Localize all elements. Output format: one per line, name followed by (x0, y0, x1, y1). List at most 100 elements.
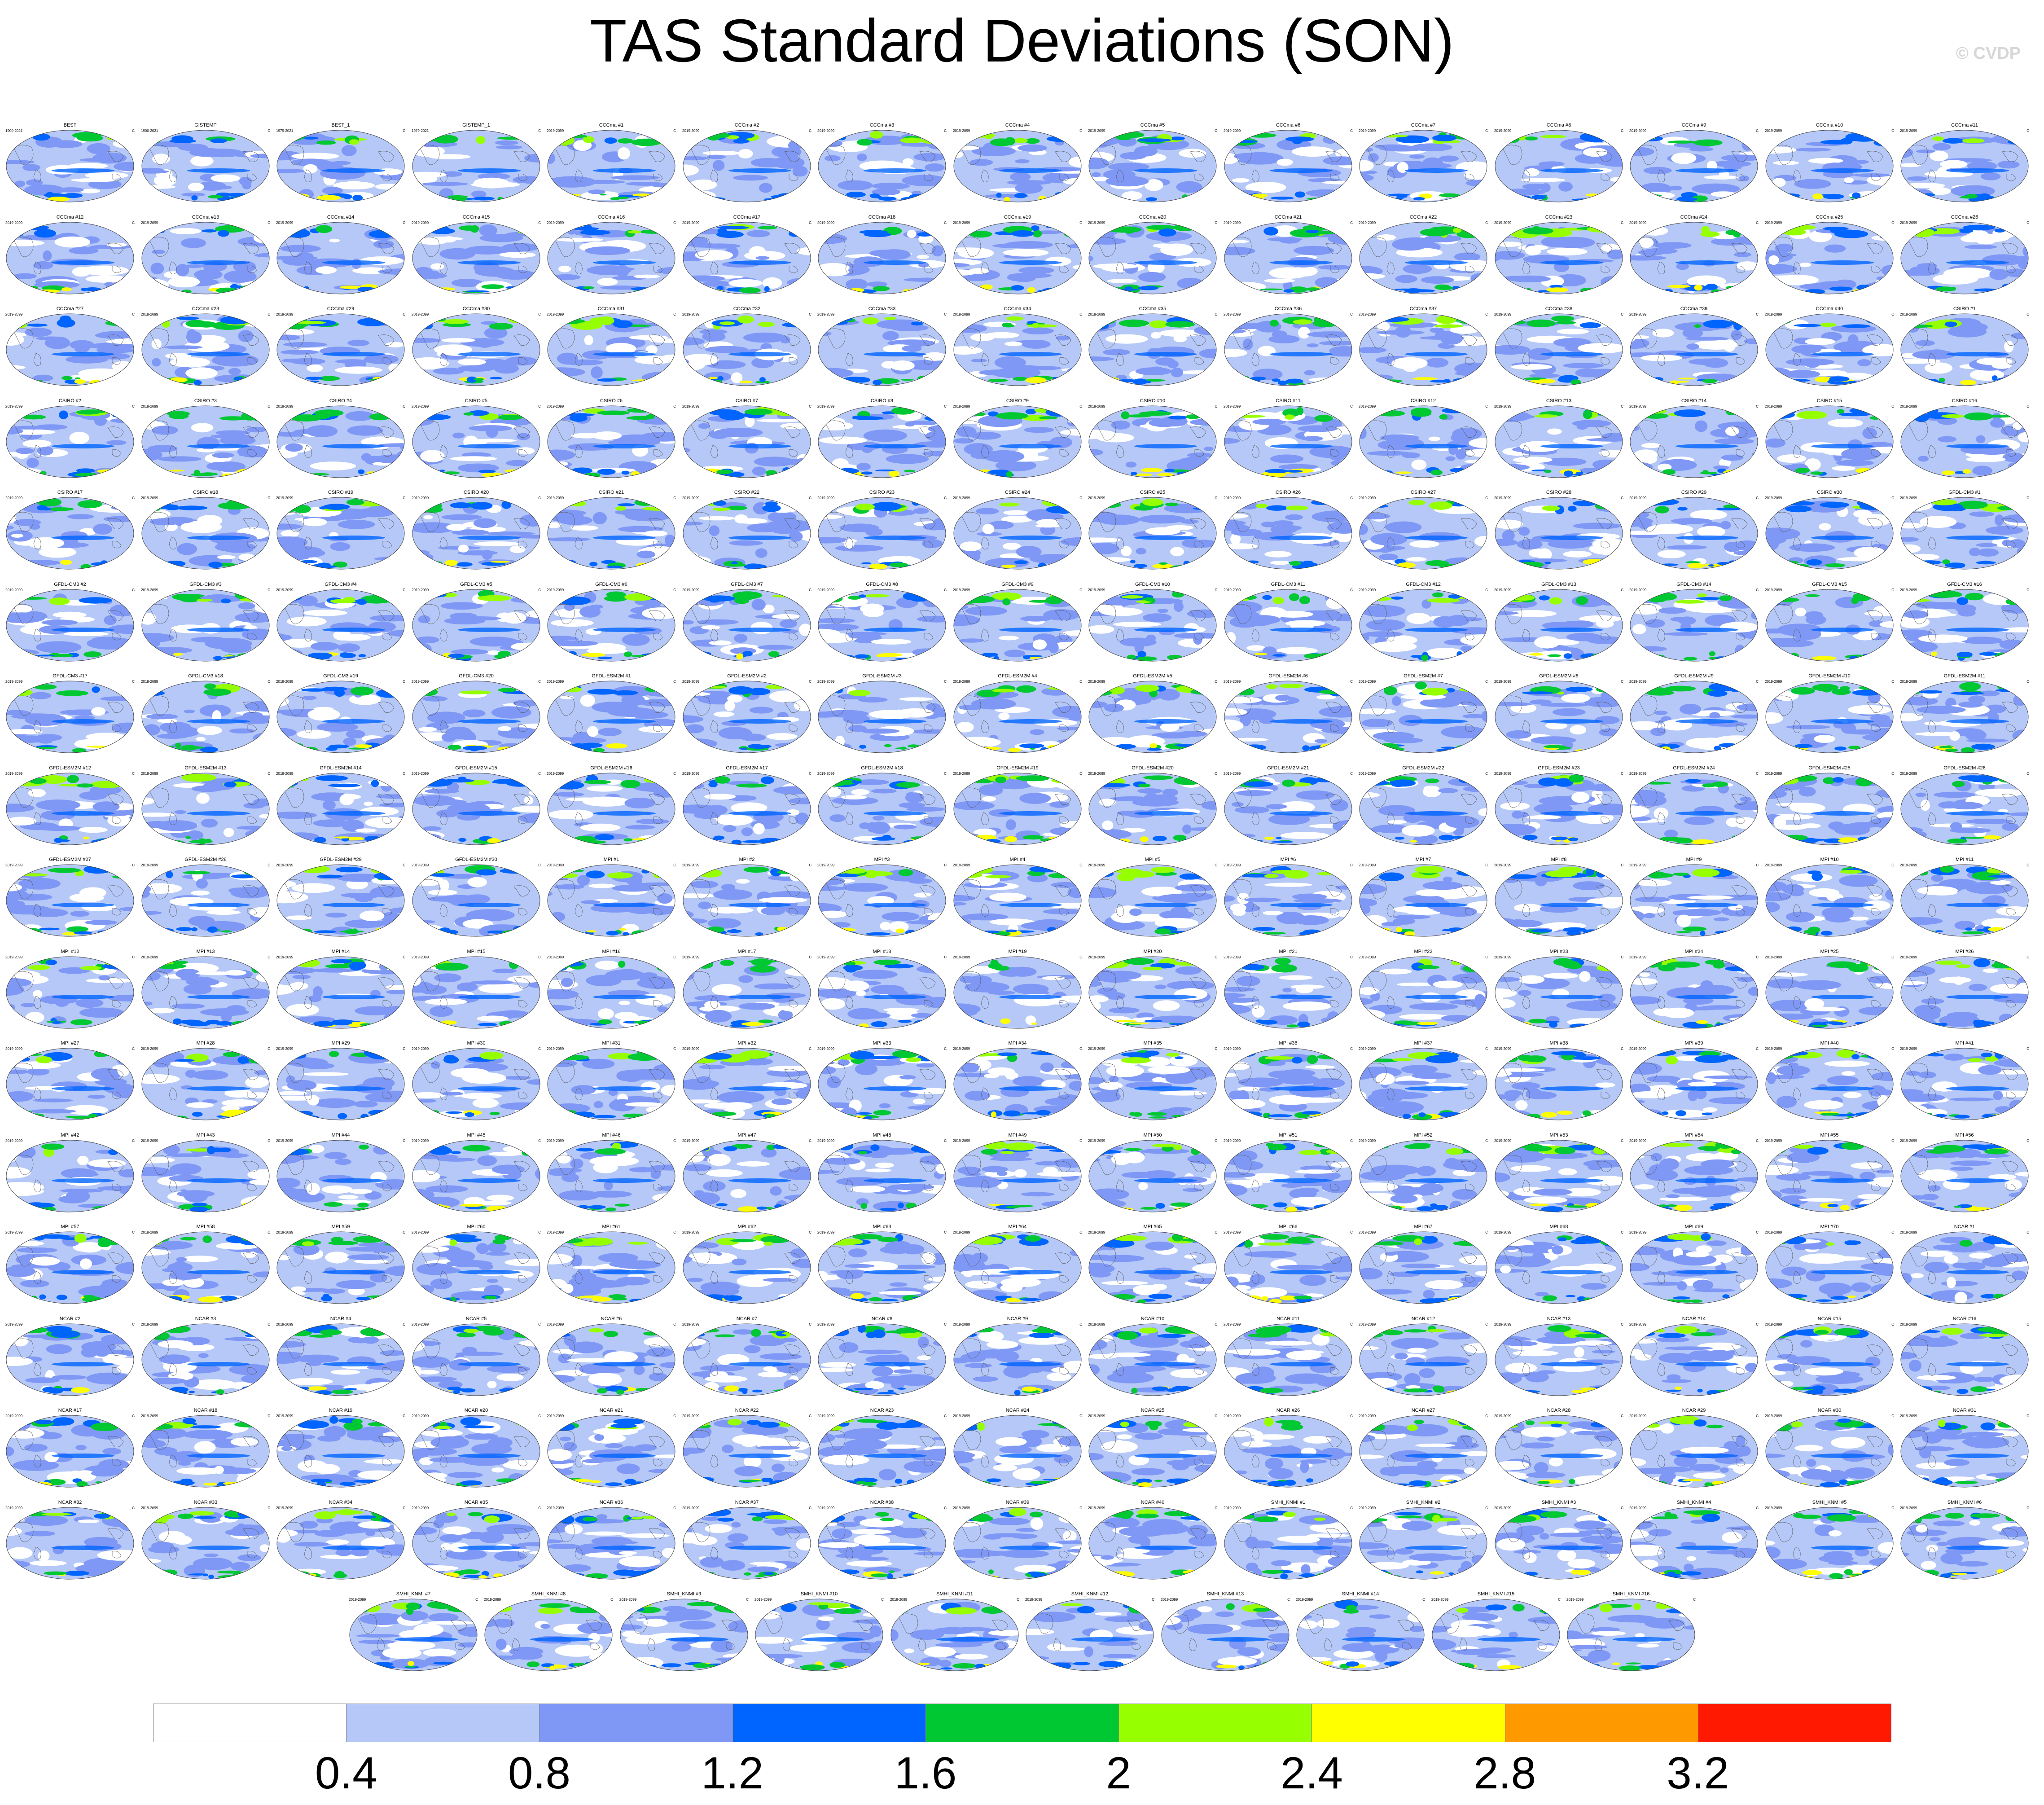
panel-title: GFDL-ESM2M #6 (1268, 673, 1307, 679)
panel-title: GFDL-CM3 #20 (459, 673, 494, 679)
panel-units: C (944, 588, 947, 592)
panel-period: 2019-2099 (1765, 680, 1782, 684)
panel-units: C (2026, 1322, 2029, 1326)
panel-units: C (1891, 1506, 1894, 1510)
panel-title: MPI #66 (1279, 1224, 1297, 1230)
panel-title: GFDL-CM3 #10 (1135, 582, 1170, 587)
panel-period: 2019-2099 (682, 588, 700, 592)
panel-period: 2019-2099 (1359, 496, 1376, 500)
panel-units: C (944, 772, 947, 776)
map-panel: GFDL-ESM2M #13 2019-2099 C (140, 763, 271, 846)
map-panel: GFDL-CM3 #14 2019-2099 C (1628, 580, 1759, 663)
panel-title: MPI #19 (1008, 949, 1026, 954)
panel-units: C (673, 129, 676, 133)
panel-title: SMHI_KNMI #4 (1677, 1500, 1711, 1505)
panel-period: 2019-2099 (682, 1506, 700, 1510)
panel-period: 2019-2099 (1765, 863, 1782, 867)
panel-period: 2019-2099 (1494, 404, 1512, 408)
map-panel: MPI #67 2019-2099 C (1358, 1222, 1489, 1305)
panel-title: CSIRO #24 (1004, 490, 1030, 495)
panel-title: MPI #23 (1549, 949, 1568, 954)
panel-period: 2019-2099 (276, 680, 294, 684)
colorbar (153, 1704, 1891, 1743)
panel-units: C (2026, 1414, 2029, 1418)
map-panel: CSIRO #25 2019-2099 C (1087, 487, 1218, 571)
map-panel: SMHI_KNMI #8 2019-2099 C (483, 1589, 614, 1672)
map-panel: MPI #7 2019-2099 C (1358, 855, 1489, 938)
map-panel: MPI #55 2019-2099 C (1764, 1130, 1895, 1213)
panel-period: 2019-2099 (1629, 863, 1647, 867)
panel-title: MPI #54 (1685, 1133, 1703, 1138)
panel-period: 2019-2099 (817, 404, 835, 408)
panel-title: NCAR #30 (1817, 1408, 1841, 1413)
panel-title: MPI #5 (1145, 857, 1161, 862)
panel-period: 2019-2099 (547, 772, 564, 776)
panel-period: 2019-2099 (1900, 404, 1917, 408)
panel-title: GFDL-ESM2M #7 (1404, 673, 1443, 679)
panel-title: MPI #8 (1551, 857, 1566, 862)
map-panel: MPI #12 2019-2099 C (4, 947, 136, 1030)
panel-title: NCAR #31 (1953, 1408, 1977, 1413)
map-panel: SMHI_KNMI #12 2019-2099 C (1024, 1589, 1155, 1672)
panel-title: MPI #32 (737, 1041, 756, 1046)
panel-title: GFDL-ESM2M #19 (996, 765, 1039, 771)
panel-units: C (1485, 1506, 1488, 1510)
map-panel: CSIRO #9 2019-2099 C (952, 396, 1083, 479)
panel-units: C (1152, 1598, 1154, 1602)
panel-period: 2019-2099 (412, 955, 429, 959)
map-panel: GFDL-ESM2M #14 2019-2099 C (275, 763, 406, 846)
map-panel: CCCma #23 2019-2099 C (1493, 212, 1624, 295)
map-panel: GFDL-CM3 #12 2019-2099 C (1358, 580, 1489, 663)
panel-period: 2019-2099 (682, 680, 700, 684)
panel-title: MPI #27 (61, 1041, 79, 1046)
panel-units: C (1350, 1139, 1353, 1143)
panel-title: NCAR #13 (1547, 1316, 1570, 1322)
map-panel: CCCma #7 2019-2099 C (1358, 120, 1489, 203)
panel-period: 2019-2099 (890, 1598, 908, 1602)
panel-units: C (403, 221, 405, 225)
panel-period: 2019-2099 (1494, 1506, 1512, 1510)
panel-units: C (2026, 404, 2029, 408)
panel-title: NCAR #4 (330, 1316, 351, 1322)
map-panel: MPI #61 2019-2099 C (546, 1222, 677, 1305)
panel-title: NCAR #7 (736, 1316, 757, 1322)
panel-units: C (1079, 1047, 1082, 1051)
panel-title: SMHI_KNMI #7 (396, 1591, 430, 1597)
panel-title: CCCma #40 (1816, 306, 1843, 312)
panel-units: C (1350, 1506, 1353, 1510)
panel-units: C (1215, 680, 1217, 684)
panel-title: NCAR #11 (1276, 1316, 1300, 1322)
panel-period: 2019-2099 (817, 955, 835, 959)
map-panel: MPI #28 2019-2099 C (140, 1038, 271, 1121)
panel-period: 2019-2099 (1629, 1139, 1647, 1143)
map-panel: NCAR #8 2019-2099 C (816, 1314, 947, 1397)
panel-units: C (673, 588, 676, 592)
panel-title: CSIRO #9 (1006, 398, 1028, 404)
panel-title: NCAR #32 (58, 1500, 82, 1505)
panel-period: 2019-2099 (817, 772, 835, 776)
panel-title: GFDL-CM3 #1 (1948, 490, 1981, 495)
panel-title: GFDL-ESM2M #5 (1133, 673, 1172, 679)
map-panel: NCAR #31 2019-2099 C (1899, 1405, 2030, 1489)
map-panel: NCAR #37 2019-2099 C (681, 1498, 812, 1581)
panel-period: 2019-2099 (1900, 1322, 1917, 1326)
panel-period: 2019-2099 (1629, 221, 1647, 225)
panel-units: C (809, 1230, 811, 1234)
panel-period: 2019-2099 (5, 955, 23, 959)
panel-title: MPI #44 (332, 1133, 350, 1138)
panel-period: 2019-2099 (1765, 588, 1782, 592)
panel-units: C (1891, 955, 1894, 959)
panel-period: 2019-2099 (1359, 312, 1376, 316)
panel-title: MPI #1 (604, 857, 619, 862)
panel-period: 2019-2099 (412, 863, 429, 867)
panel-period: 2019-2099 (1629, 588, 1647, 592)
panel-period: 2019-2099 (1629, 1230, 1647, 1234)
panel-period: 2019-2099 (276, 1322, 294, 1326)
colorbar-swatch (346, 1704, 540, 1742)
map-panel: CCCma #21 2019-2099 C (1223, 212, 1354, 295)
panel-title: MPI #59 (332, 1224, 350, 1230)
panel-period: 2019-2099 (1088, 1322, 1105, 1326)
panel-period: 2019-2099 (412, 1506, 429, 1510)
map-panel: CCCma #16 2019-2099 C (546, 212, 677, 295)
panel-period: 2019-2099 (412, 496, 429, 500)
